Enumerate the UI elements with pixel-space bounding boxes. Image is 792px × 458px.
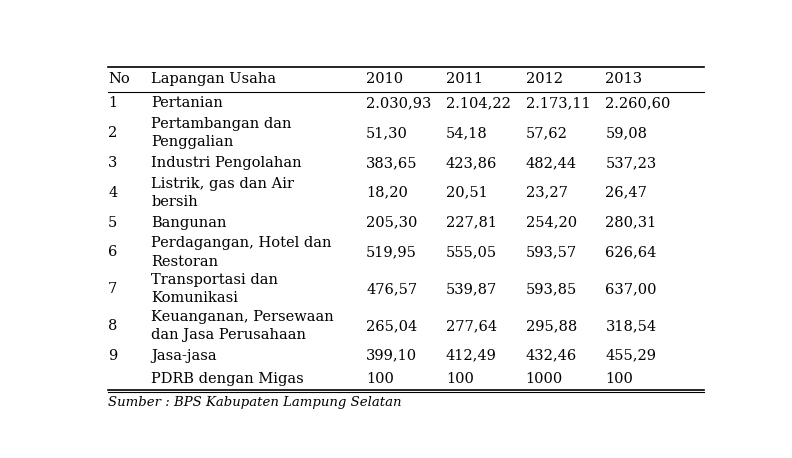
- Text: Komunikasi: Komunikasi: [151, 291, 238, 305]
- Text: 20,51: 20,51: [446, 186, 488, 200]
- Text: bersih: bersih: [151, 195, 198, 209]
- Text: 295,88: 295,88: [526, 319, 577, 333]
- Text: Transportasi dan: Transportasi dan: [151, 273, 278, 287]
- Text: Listrik, gas dan Air: Listrik, gas dan Air: [151, 177, 294, 191]
- Text: No: No: [109, 72, 130, 87]
- Text: 100: 100: [605, 371, 634, 386]
- Text: 399,10: 399,10: [366, 349, 417, 363]
- Text: 265,04: 265,04: [366, 319, 417, 333]
- Text: 100: 100: [366, 371, 394, 386]
- Text: 476,57: 476,57: [366, 282, 417, 296]
- Text: Sumber : BPS Kabupaten Lampung Selatan: Sumber : BPS Kabupaten Lampung Selatan: [109, 396, 402, 409]
- Text: 637,00: 637,00: [605, 282, 657, 296]
- Text: 4: 4: [109, 186, 117, 200]
- Text: 51,30: 51,30: [366, 126, 408, 140]
- Text: 2012: 2012: [526, 72, 562, 87]
- Text: 2010: 2010: [366, 72, 403, 87]
- Text: 2013: 2013: [605, 72, 642, 87]
- Text: 539,87: 539,87: [446, 282, 497, 296]
- Text: Industri Pengolahan: Industri Pengolahan: [151, 156, 302, 170]
- Text: Restoran: Restoran: [151, 255, 219, 268]
- Text: Lapangan Usaha: Lapangan Usaha: [151, 72, 276, 87]
- Text: 2011: 2011: [446, 72, 482, 87]
- Text: 1000: 1000: [526, 371, 563, 386]
- Text: 593,57: 593,57: [526, 245, 577, 259]
- Text: 482,44: 482,44: [526, 156, 577, 170]
- Text: 100: 100: [446, 371, 474, 386]
- Text: 383,65: 383,65: [366, 156, 417, 170]
- Text: 205,30: 205,30: [366, 216, 417, 229]
- Text: 555,05: 555,05: [446, 245, 497, 259]
- Text: 626,64: 626,64: [605, 245, 657, 259]
- Text: 2.173,11: 2.173,11: [526, 96, 590, 110]
- Text: 227,81: 227,81: [446, 216, 497, 229]
- Text: 59,08: 59,08: [605, 126, 647, 140]
- Text: 2.104,22: 2.104,22: [446, 96, 511, 110]
- Text: 455,29: 455,29: [605, 349, 657, 363]
- Text: 280,31: 280,31: [605, 216, 657, 229]
- Text: 57,62: 57,62: [526, 126, 567, 140]
- Text: 2: 2: [109, 126, 117, 140]
- Text: Pertambangan dan: Pertambangan dan: [151, 117, 291, 131]
- Text: 54,18: 54,18: [446, 126, 488, 140]
- Text: 318,54: 318,54: [605, 319, 657, 333]
- Text: 277,64: 277,64: [446, 319, 497, 333]
- Text: 593,85: 593,85: [526, 282, 577, 296]
- Text: 18,20: 18,20: [366, 186, 408, 200]
- Text: Pertanian: Pertanian: [151, 96, 223, 110]
- Text: 432,46: 432,46: [526, 349, 577, 363]
- Text: PDRB dengan Migas: PDRB dengan Migas: [151, 371, 304, 386]
- Text: Perdagangan, Hotel dan: Perdagangan, Hotel dan: [151, 236, 332, 250]
- Text: 423,86: 423,86: [446, 156, 497, 170]
- Text: 254,20: 254,20: [526, 216, 577, 229]
- Text: 23,27: 23,27: [526, 186, 567, 200]
- Text: 2.030,93: 2.030,93: [366, 96, 432, 110]
- Text: Jasa-jasa: Jasa-jasa: [151, 349, 217, 363]
- Text: 8: 8: [109, 319, 117, 333]
- Text: 6: 6: [109, 245, 117, 259]
- Text: 26,47: 26,47: [605, 186, 647, 200]
- Text: 1: 1: [109, 96, 117, 110]
- Text: 5: 5: [109, 216, 117, 229]
- Text: 3: 3: [109, 156, 117, 170]
- Text: 412,49: 412,49: [446, 349, 497, 363]
- Text: 519,95: 519,95: [366, 245, 417, 259]
- Text: 9: 9: [109, 349, 117, 363]
- Text: Penggalian: Penggalian: [151, 136, 234, 149]
- Text: 7: 7: [109, 282, 117, 296]
- Text: Bangunan: Bangunan: [151, 216, 227, 229]
- Text: Keuanganan, Persewaan: Keuanganan, Persewaan: [151, 310, 334, 324]
- Text: dan Jasa Perusahaan: dan Jasa Perusahaan: [151, 328, 307, 342]
- Text: 2.260,60: 2.260,60: [605, 96, 671, 110]
- Text: 537,23: 537,23: [605, 156, 657, 170]
